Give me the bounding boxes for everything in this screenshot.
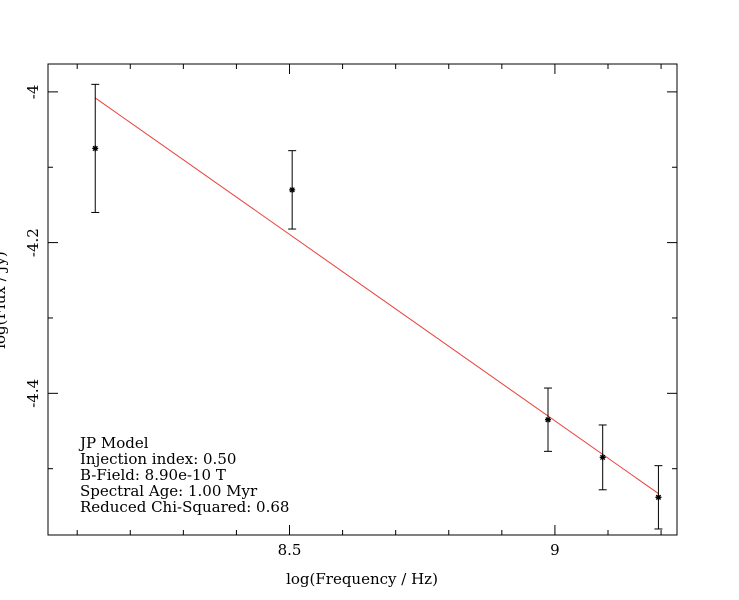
point-marker xyxy=(655,494,662,501)
y-tick-label: -4.2 xyxy=(24,228,42,257)
y-tick-label: -4 xyxy=(24,85,42,100)
x-axis-label: log(Frequency / Hz) xyxy=(286,570,438,588)
y-axis-label: log(Flux / Jy) xyxy=(0,251,9,349)
data-point xyxy=(544,387,553,452)
x-tick-label: 8.5 xyxy=(278,541,302,559)
data-point xyxy=(654,465,663,530)
fit-annotations: JP Model Injection index: 0.50 B-Field: … xyxy=(78,434,289,516)
point-marker xyxy=(545,416,552,423)
annotation-model: JP Model xyxy=(78,434,149,452)
data-point xyxy=(288,150,297,230)
data-point xyxy=(91,83,100,213)
data-point xyxy=(598,424,607,491)
annotation-b-field: B-Field: 8.90e-10 T xyxy=(80,466,226,484)
x-tick-label: 9 xyxy=(550,541,560,559)
plot-frame xyxy=(47,63,678,536)
model-fit-line xyxy=(94,97,659,494)
y-tick-label: -4.4 xyxy=(24,379,42,408)
annotation-chi-squared: Reduced Chi-Squared: 0.68 xyxy=(80,498,289,516)
point-marker xyxy=(289,186,296,193)
axis-ticks xyxy=(48,64,677,535)
y-tick-labels: -4 -4.2 -4.4 xyxy=(24,85,42,408)
data-points-group xyxy=(91,83,663,530)
model-fit-line-group xyxy=(94,97,659,494)
x-tick-labels: 8.5 9 xyxy=(278,541,560,559)
point-marker xyxy=(92,145,99,152)
point-marker xyxy=(599,454,606,461)
annotation-injection-index: Injection index: 0.50 xyxy=(80,450,236,468)
annotation-spectral-age: Spectral Age: 1.00 Myr xyxy=(80,482,258,500)
